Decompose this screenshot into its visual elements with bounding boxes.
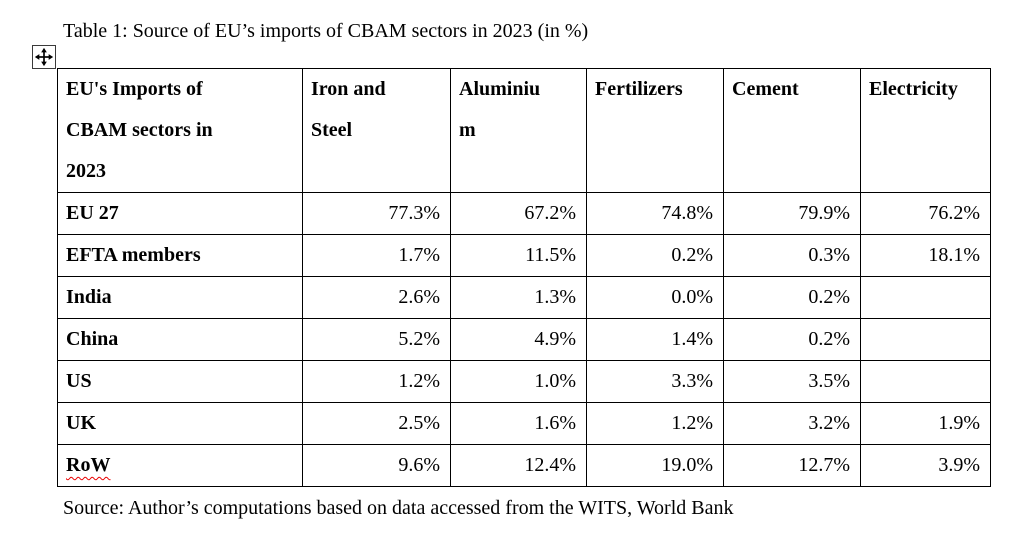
value-cell[interactable]: 11.5% — [450, 234, 587, 277]
header-cell-electricity[interactable]: Electricity — [860, 68, 991, 193]
value-cell[interactable]: 3.2% — [723, 402, 861, 445]
header-text: Iron and Steel — [311, 78, 386, 141]
misspelled-word: RoW — [66, 454, 111, 476]
table-row-india: India 2.6% 1.3% 0.0% 0.2% — [57, 276, 991, 319]
value-cell[interactable]: 9.6% — [302, 444, 451, 487]
header-text: Aluminium — [459, 78, 541, 141]
table-row-us: US 1.2% 1.0% 3.3% 3.5% — [57, 360, 991, 403]
header-cell-cement[interactable]: Cement — [723, 68, 861, 193]
value-cell[interactable]: 0.0% — [586, 276, 724, 319]
value-cell[interactable]: 79.9% — [723, 192, 861, 235]
value-cell-empty[interactable] — [860, 360, 991, 403]
header-text: Fertilizers — [595, 78, 683, 100]
row-label[interactable]: UK — [57, 402, 303, 445]
table-move-handle[interactable] — [32, 45, 56, 69]
table-row-china: China 5.2% 4.9% 1.4% 0.2% — [57, 318, 991, 361]
header-text: Cement — [732, 78, 799, 100]
value-cell[interactable]: 18.1% — [860, 234, 991, 277]
table-row-eu27: EU 27 77.3% 67.2% 74.8% 79.9% 76.2% — [57, 192, 991, 235]
value-cell[interactable]: 1.0% — [450, 360, 587, 403]
value-cell[interactable]: 2.5% — [302, 402, 451, 445]
table-row-row: RoW 9.6% 12.4% 19.0% 12.7% 3.9% — [57, 444, 991, 487]
cbam-imports-table: EU's Imports of CBAM sectors in 2023 Iro… — [57, 68, 991, 487]
value-cell[interactable]: 76.2% — [860, 192, 991, 235]
value-cell[interactable]: 3.9% — [860, 444, 991, 487]
value-cell[interactable]: 77.3% — [302, 192, 451, 235]
source-note[interactable]: Source: Author’s computations based on d… — [63, 497, 734, 519]
value-cell[interactable]: 1.6% — [450, 402, 587, 445]
value-cell[interactable]: 1.9% — [860, 402, 991, 445]
row-label[interactable]: US — [57, 360, 303, 403]
value-cell[interactable]: 67.2% — [450, 192, 587, 235]
row-label[interactable]: China — [57, 318, 303, 361]
value-cell[interactable]: 1.3% — [450, 276, 587, 319]
value-cell[interactable]: 1.2% — [586, 402, 724, 445]
header-cell-iron-steel[interactable]: Iron and Steel — [302, 68, 451, 193]
table-caption[interactable]: Table 1: Source of EU’s imports of CBAM … — [63, 20, 589, 42]
value-cell[interactable]: 12.4% — [450, 444, 587, 487]
value-cell-empty[interactable] — [860, 276, 991, 319]
value-cell-empty[interactable] — [860, 318, 991, 361]
table-header-row: EU's Imports of CBAM sectors in 2023 Iro… — [57, 68, 991, 193]
value-cell[interactable]: 1.4% — [586, 318, 724, 361]
value-cell[interactable]: 0.2% — [723, 318, 861, 361]
value-cell[interactable]: 3.5% — [723, 360, 861, 403]
value-cell[interactable]: 1.2% — [302, 360, 451, 403]
value-cell[interactable]: 19.0% — [586, 444, 724, 487]
row-label[interactable]: EU 27 — [57, 192, 303, 235]
header-text: EU's Imports of CBAM sectors in 2023 — [66, 78, 213, 182]
header-cell-aluminium[interactable]: Aluminium — [450, 68, 587, 193]
table-row-efta: EFTA members 1.7% 11.5% 0.2% 0.3% 18.1% — [57, 234, 991, 277]
value-cell[interactable]: 4.9% — [450, 318, 587, 361]
value-cell[interactable]: 3.3% — [586, 360, 724, 403]
table-row-uk: UK 2.5% 1.6% 1.2% 3.2% 1.9% — [57, 402, 991, 445]
value-cell[interactable]: 1.7% — [302, 234, 451, 277]
value-cell[interactable]: 0.3% — [723, 234, 861, 277]
move-icon — [34, 47, 54, 67]
header-cell-fertilizers[interactable]: Fertilizers — [586, 68, 724, 193]
header-text: Electricity — [869, 78, 958, 100]
value-cell[interactable]: 12.7% — [723, 444, 861, 487]
value-cell[interactable]: 0.2% — [723, 276, 861, 319]
value-cell[interactable]: 74.8% — [586, 192, 724, 235]
row-label[interactable]: EFTA members — [57, 234, 303, 277]
value-cell[interactable]: 0.2% — [586, 234, 724, 277]
row-label[interactable]: RoW — [57, 444, 303, 487]
row-label[interactable]: India — [57, 276, 303, 319]
header-cell-row-label[interactable]: EU's Imports of CBAM sectors in 2023 — [57, 68, 303, 193]
value-cell[interactable]: 5.2% — [302, 318, 451, 361]
value-cell[interactable]: 2.6% — [302, 276, 451, 319]
